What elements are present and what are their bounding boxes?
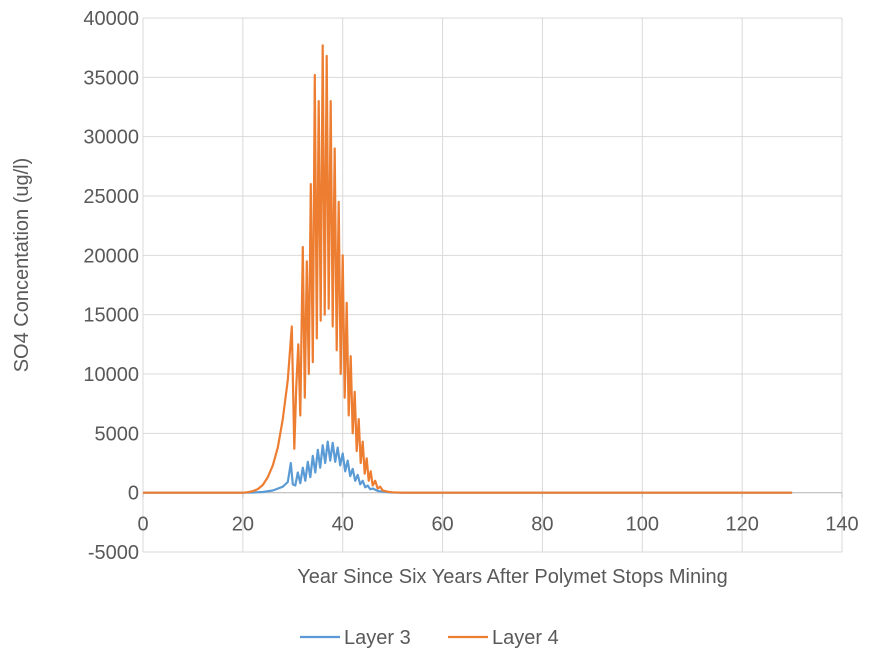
x-tick-label: 80: [531, 514, 553, 536]
y-tick-label: 0: [128, 483, 139, 505]
legend: Layer 3 Layer 4: [300, 627, 559, 649]
x-tick-label: 0: [137, 514, 148, 536]
x-tick-label: 40: [332, 514, 354, 536]
x-tick-label: 140: [825, 514, 858, 536]
series-group: [143, 44, 793, 494]
x-tick-label: 20: [232, 514, 254, 536]
y-tick-label: 25000: [83, 186, 139, 208]
y-tick-label: 35000: [83, 67, 139, 89]
y-tick-label: -5000: [88, 542, 139, 564]
y-axis-title: SO4 Concentation (ug/l): [11, 158, 33, 373]
y-tick-label: 5000: [95, 423, 140, 445]
y-tick-label: 20000: [83, 245, 139, 267]
series-line-layer-3: [143, 440, 793, 494]
series-line-layer-4: [143, 44, 793, 494]
grid: [142, 17, 843, 553]
x-tick-label: 100: [626, 514, 659, 536]
y-tick-label: 40000: [83, 8, 139, 30]
legend-label: Layer 4: [492, 627, 559, 649]
tick-labels: -5000 0 5000 10000 15000 20000 25000 30000 35000…: [83, 8, 858, 564]
x-axis-title: Year Since Six Years After Polymet Stops…: [297, 566, 728, 588]
x-tick-label: 60: [431, 514, 453, 536]
y-tick-label: 15000: [83, 305, 139, 327]
legend-label: Layer 3: [344, 627, 411, 649]
y-tick-label: 10000: [83, 364, 139, 386]
x-tick-label: 120: [725, 514, 758, 536]
y-tick-label: 30000: [83, 127, 139, 149]
